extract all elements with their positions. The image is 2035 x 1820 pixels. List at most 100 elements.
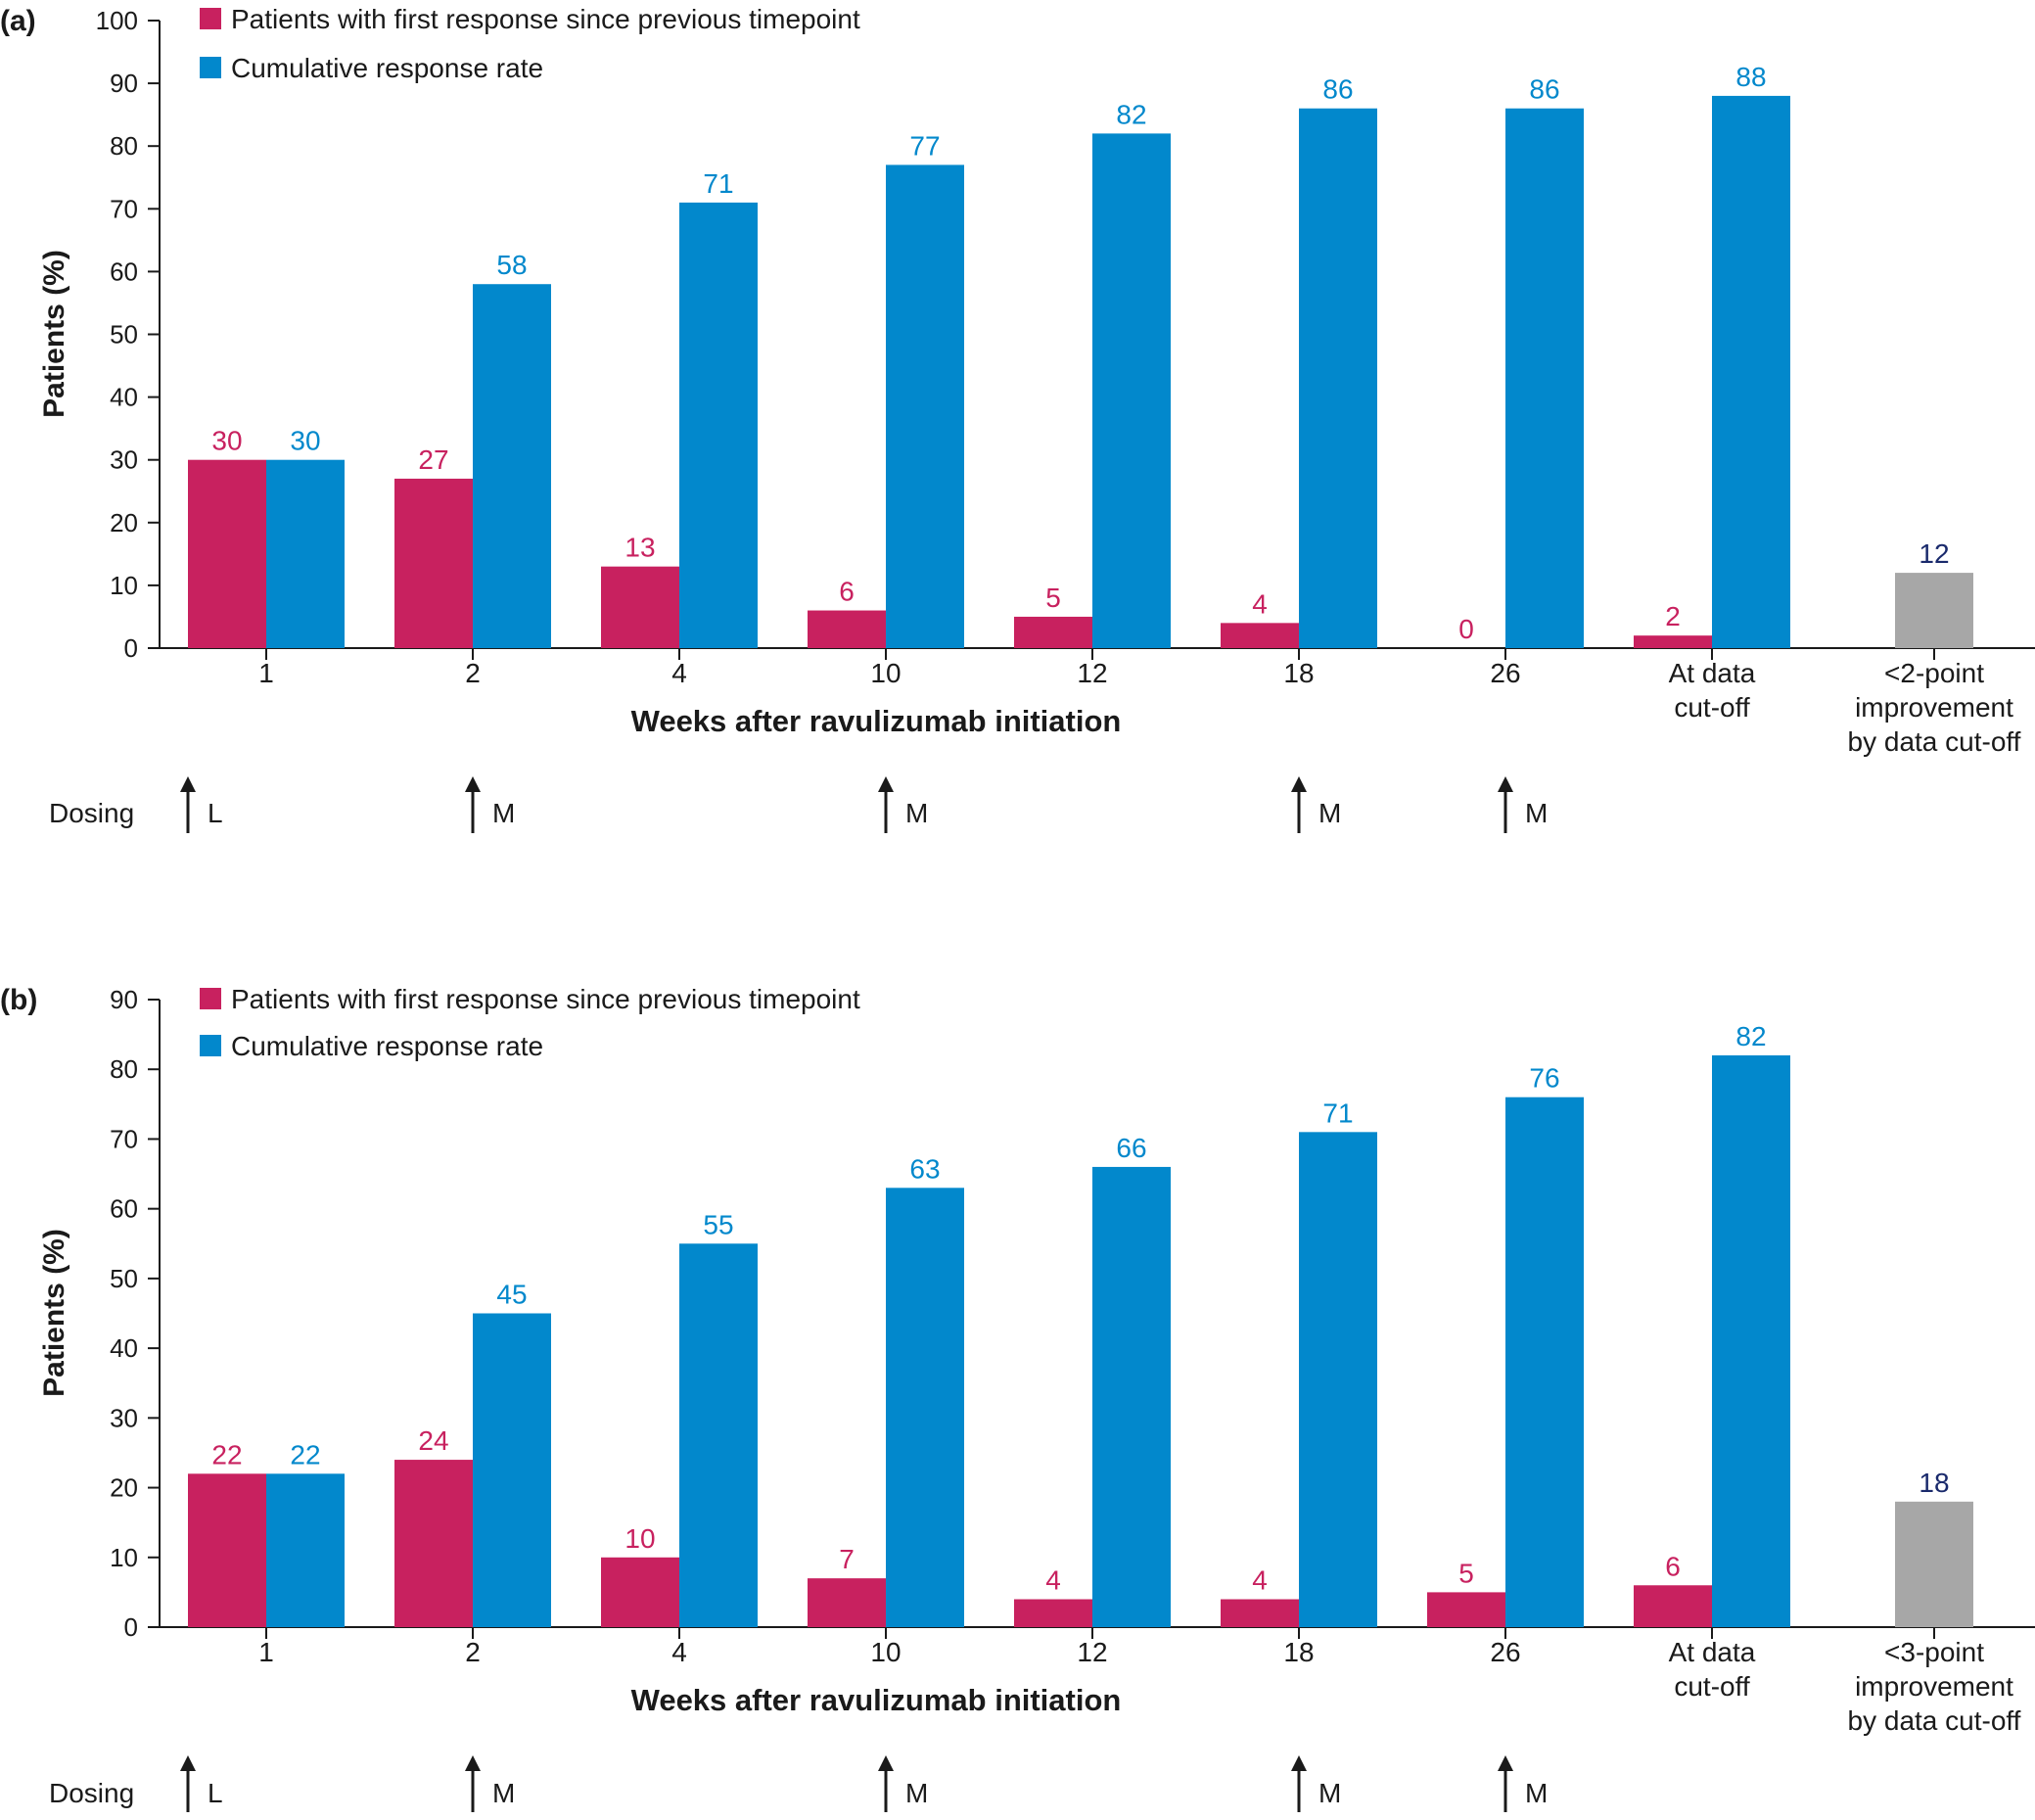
bar-cumulative [1505,108,1584,649]
x-category-label: At data cut-off [1669,658,1756,723]
bar-cumulative [1299,108,1377,649]
dosing-marker: M [1498,1755,1548,1812]
legend-label-cumulative: Cumulative response rate [231,53,543,83]
x-category-label: 2 [465,658,481,688]
data-label-first-response: 13 [624,533,655,563]
bar-cumulative [679,202,758,648]
bar-first-response [808,1578,886,1627]
arrow-up-icon [878,776,894,792]
dosing-marker: M [465,776,515,833]
dosing-marker: M [878,776,928,833]
y-tick-label: 0 [124,633,138,663]
bar-cumulative [1092,133,1171,648]
x-category-label: 12 [1077,1637,1107,1667]
y-tick-label: 70 [110,1124,138,1153]
arrow-up-icon [180,776,196,792]
data-label-first-response: 27 [418,444,448,475]
arrow-up-icon [180,1755,196,1771]
bar-cumulative [473,1313,551,1627]
y-tick-label: 50 [110,320,138,350]
dosing-letter: L [208,798,223,828]
data-label-cumulative: 82 [1735,1021,1766,1051]
data-label-cumulative: 45 [496,1280,527,1310]
bar-first-response [1634,1585,1712,1627]
bar-improvement [1895,573,1973,648]
y-tick-label: 100 [96,6,138,35]
dosing-letter: M [1318,1778,1341,1808]
bar-first-response [1634,635,1712,648]
y-axis-label: Patients (%) [38,1229,70,1397]
data-label-cumulative: 71 [703,168,733,199]
legend: Patients with first response since previ… [200,4,860,83]
y-tick-label: 40 [110,1333,138,1363]
bar-cumulative [679,1243,758,1627]
bar-first-response [188,459,266,648]
dosing-letter: M [1525,1778,1548,1808]
y-tick-label: 80 [110,1054,138,1084]
panel-label: (a) [0,5,36,37]
x-category-label: 26 [1490,658,1520,688]
data-label-cumulative: 76 [1529,1063,1559,1094]
arrow-up-icon [465,1755,481,1771]
bar-first-response [808,610,886,648]
x-category-label: 10 [870,1637,901,1667]
dosing-letter: M [492,798,515,828]
y-tick-label: 10 [110,1543,138,1572]
bar-cumulative [266,1473,345,1627]
legend-swatch-cumulative [200,1035,221,1056]
data-label-cumulative: 66 [1116,1133,1146,1163]
x-category-label: 4 [671,1637,687,1667]
y-axis-label: Patients (%) [38,250,70,418]
panel-label: (b) [0,984,37,1016]
dosing-marker: L [180,1755,223,1812]
arrow-up-icon [465,776,481,792]
data-label-cumulative: 63 [909,1153,940,1184]
dosing-letter: M [905,798,928,828]
bar-cumulative [266,459,345,648]
bar-cumulative [1712,1054,1790,1627]
y-tick-label: 60 [110,257,138,286]
x-category-label: 18 [1283,1637,1314,1667]
data-label-first-response: 30 [211,426,242,456]
y-tick-label: 20 [110,508,138,537]
y-tick-label: 10 [110,571,138,600]
data-label-first-response: 2 [1665,601,1681,631]
dosing-marker: M [465,1755,515,1812]
arrow-up-icon [1498,1755,1513,1771]
legend-swatch-first-response [200,8,221,29]
bar-cumulative [1712,95,1790,649]
data-label-first-response: 4 [1252,588,1268,619]
x-category-label: 10 [870,658,901,688]
bar-first-response [188,1473,266,1627]
bar-cumulative [1092,1166,1171,1627]
bar-first-response [1014,616,1092,648]
y-tick-label: 30 [110,445,138,475]
bar-first-response [1221,623,1299,648]
arrow-up-icon [1291,1755,1307,1771]
data-label-cumulative: 86 [1529,74,1559,105]
dosing-label: Dosing [49,1778,134,1808]
data-label-cumulative: 88 [1735,62,1766,92]
data-label-first-response: 4 [1045,1565,1061,1596]
data-label-cumulative: 55 [703,1209,733,1239]
data-label-first-response: 4 [1252,1565,1268,1596]
bar-cumulative [1505,1097,1584,1627]
bar-first-response [601,1557,679,1627]
y-tick-label: 20 [110,1473,138,1503]
data-label-cumulative: 71 [1322,1097,1353,1128]
data-label-first-response: 6 [1665,1551,1681,1581]
data-label-first-response: 5 [1458,1558,1474,1588]
x-category-label: 18 [1283,658,1314,688]
data-label-first-response: 10 [624,1523,655,1554]
legend: Patients with first response since previ… [200,984,860,1061]
y-tick-label: 90 [110,985,138,1014]
dosing-marker: M [1291,776,1341,833]
arrow-up-icon [878,1755,894,1771]
y-tick-label: 40 [110,383,138,412]
legend-label-cumulative: Cumulative response rate [231,1031,543,1061]
data-label-first-response: 6 [839,577,855,607]
data-label-first-response: 5 [1045,583,1061,613]
y-tick-label: 90 [110,69,138,98]
